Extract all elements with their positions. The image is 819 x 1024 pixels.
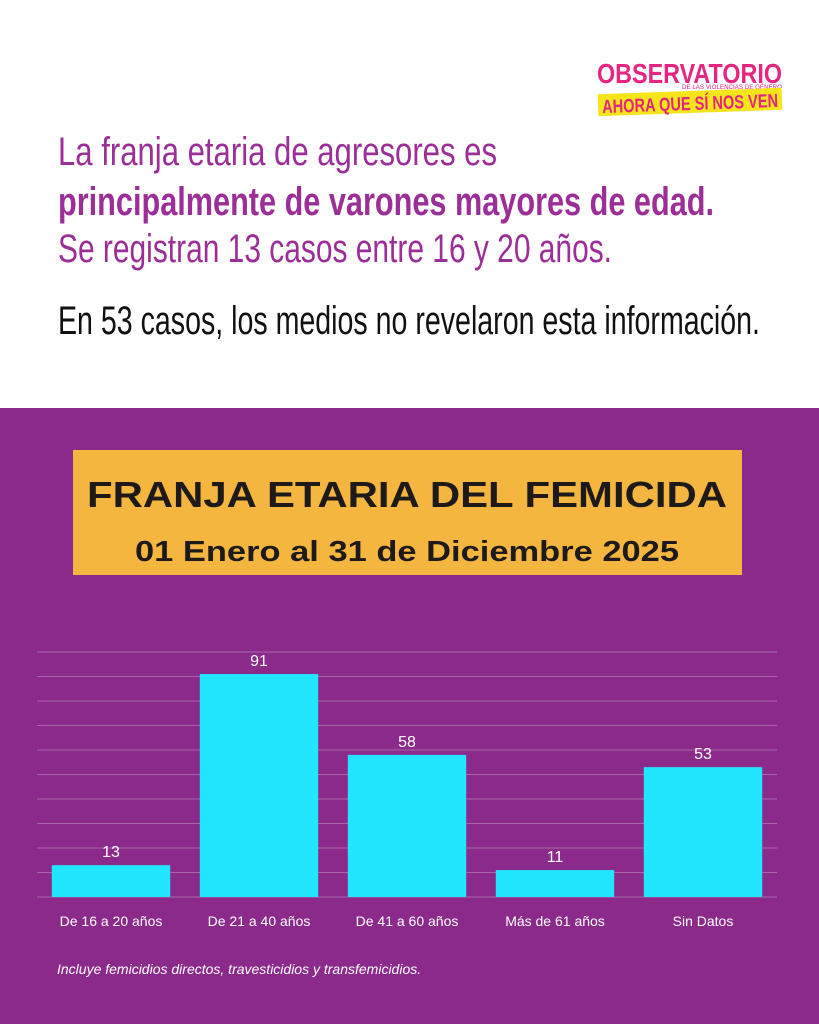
chart-subtitle: 01 Enero al 31 de Diciembre 2025 — [135, 536, 679, 568]
logo-name: OBSERVATORIO — [597, 58, 782, 89]
value-label: 53 — [694, 746, 712, 763]
value-label: 13 — [102, 844, 120, 861]
x-tick-label: De 41 a 60 años — [356, 913, 459, 929]
plot: 13 De 16 a 20 años 91 De 21 a 40 años 58 De 4… — [37, 651, 777, 929]
value-label: 91 — [250, 653, 268, 670]
bar — [643, 767, 763, 897]
logo-sub: DE LAS VIOLENCIAS DE GÉNERO — [682, 84, 782, 91]
x-tick-label: Más de 61 años — [505, 913, 605, 929]
logo-band — [597, 87, 783, 117]
headline-note: En 53 casos, los medios no revelaron est… — [58, 299, 760, 343]
headline-line: La franja etaria de agresores es — [58, 130, 497, 174]
top-panel — [0, 0, 819, 408]
headline-line: principalmente de varones mayores de eda… — [58, 180, 714, 224]
value-label: 58 — [398, 734, 416, 751]
bar — [199, 674, 319, 897]
bar — [51, 865, 171, 897]
footnote: Incluye femicidios directos, travesticid… — [57, 961, 421, 977]
title-box — [73, 450, 742, 575]
bar — [347, 754, 467, 897]
x-tick-label: De 21 a 40 años — [208, 913, 311, 929]
x-tick-label: De 16 a 20 años — [60, 913, 163, 929]
x-tick-label: Sin Datos — [673, 913, 734, 929]
value-label: 11 — [547, 849, 564, 866]
chart-title: FRANJA ETARIA DEL FEMICIDA — [87, 474, 727, 515]
logo: OBSERVATORIO DE LAS VIOLENCIAS DE GÉNERO… — [597, 58, 782, 118]
bar — [495, 870, 615, 897]
headline-line: Se registran 13 casos entre 16 y 20 años… — [58, 227, 612, 271]
